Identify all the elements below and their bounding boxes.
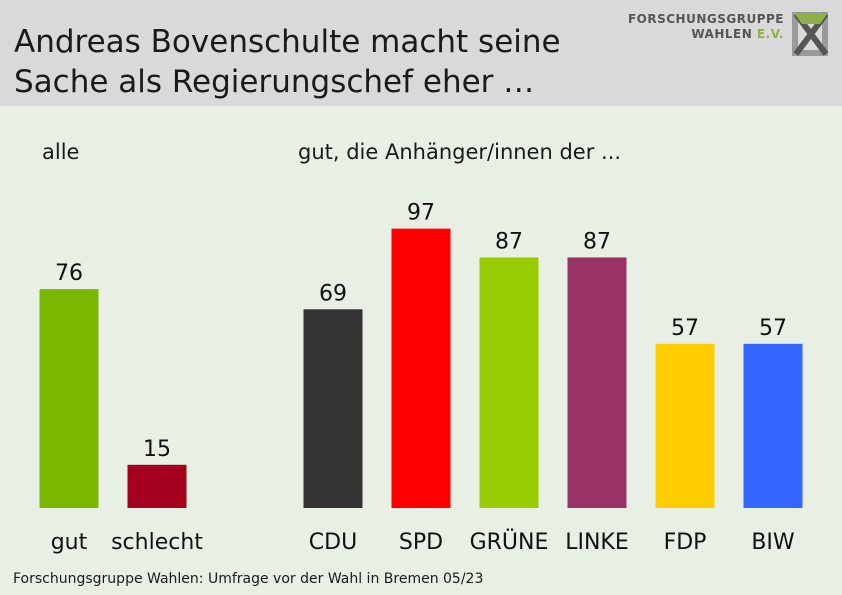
category-label-cdu: CDU	[309, 530, 357, 555]
logo-text: FORSCHUNGSGRUPPE WAHLEN E.V.	[628, 12, 784, 42]
value-label-grüne: 87	[495, 229, 523, 254]
bar-schlecht	[127, 464, 187, 508]
category-label-biw: BIW	[751, 530, 795, 555]
value-label-fdp: 57	[671, 316, 699, 341]
value-label-gut: 76	[55, 261, 83, 286]
header-band: Andreas Bovenschulte macht seine Sache a…	[0, 0, 842, 106]
title-line-2: Sache als Regierungschef eher …	[14, 64, 535, 100]
logo-ev: E.V.	[756, 27, 784, 41]
category-label-gut: gut	[51, 530, 88, 555]
panel-label-supporters: gut, die Anhänger/innen der ...	[298, 140, 622, 164]
fgw-logo: FORSCHUNGSGRUPPE WAHLEN E.V.	[600, 8, 836, 58]
category-label-grüne: GRÜNE	[470, 529, 549, 555]
ballot-cross-icon	[792, 12, 829, 56]
category-label-schlecht: schlecht	[111, 530, 203, 555]
source-footer: Forschungsgruppe Wahlen: Umfrage vor der…	[13, 571, 484, 587]
value-label-cdu: 69	[319, 281, 347, 306]
category-label-spd: SPD	[399, 530, 443, 555]
bar-cdu	[303, 309, 363, 508]
panel-label-all: alle	[42, 140, 80, 164]
category-label-linke: LINKE	[565, 530, 629, 555]
value-label-biw: 57	[759, 316, 787, 341]
logo-wahlen: WAHLEN	[691, 27, 757, 41]
title-line-1: Andreas Bovenschulte macht seine	[14, 24, 561, 60]
category-label-fdp: FDP	[664, 530, 707, 555]
bar-spd	[391, 228, 451, 508]
logo-line-2: WAHLEN E.V.	[628, 27, 784, 42]
logo-line-1: FORSCHUNGSGRUPPE	[627, 12, 784, 26]
bar-fdp	[655, 343, 715, 508]
bar-linke	[567, 257, 627, 508]
value-label-spd: 97	[407, 201, 435, 226]
value-label-linke: 87	[583, 229, 611, 254]
bar-biw	[743, 343, 803, 508]
bar-gut	[39, 289, 99, 508]
chart-title: Andreas Bovenschulte macht seine Sache a…	[14, 22, 634, 102]
value-label-schlecht: 15	[143, 437, 171, 462]
bar-grüne	[479, 257, 539, 508]
